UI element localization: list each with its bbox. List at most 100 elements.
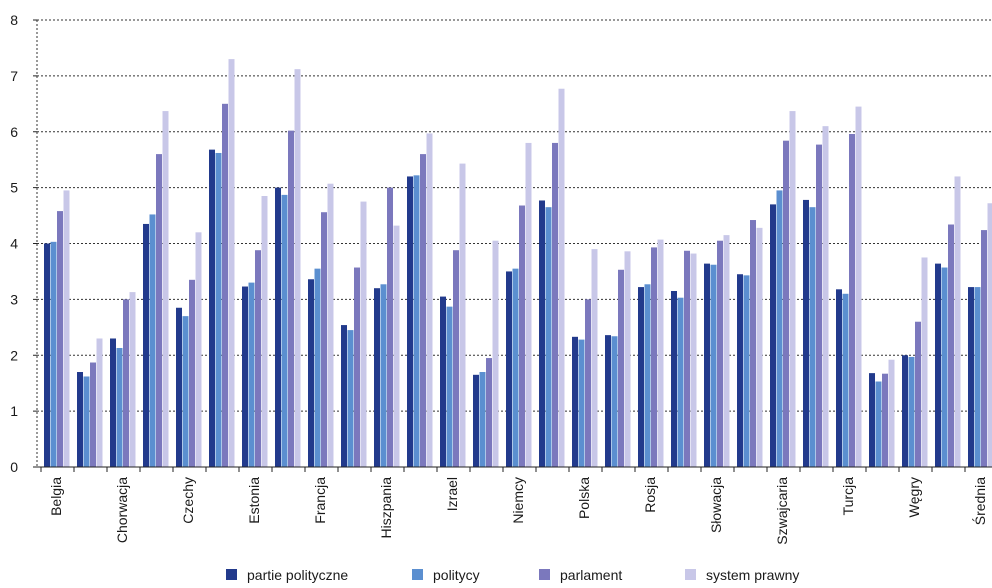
bar	[849, 133, 855, 468]
legend-label: parlament	[560, 567, 622, 583]
bar	[57, 211, 63, 467]
bar	[156, 154, 162, 467]
bar	[572, 336, 578, 467]
bar	[347, 330, 354, 467]
bar	[882, 373, 888, 467]
bar	[222, 103, 228, 467]
bar	[776, 190, 783, 467]
bar	[921, 257, 928, 467]
y-tick-label: 8	[10, 12, 18, 28]
bar	[182, 316, 189, 467]
bar	[407, 176, 413, 467]
bar	[261, 196, 268, 467]
bar	[413, 175, 420, 467]
bar	[374, 288, 380, 467]
bar	[836, 289, 842, 467]
bar	[723, 235, 730, 467]
bar	[492, 240, 499, 467]
bar	[605, 335, 611, 467]
bar	[585, 299, 591, 467]
category-label: Niemcy	[510, 477, 526, 524]
bar	[869, 373, 875, 467]
bar	[704, 263, 710, 467]
category-label: Czechy	[180, 477, 196, 524]
bar	[552, 142, 558, 468]
bar	[387, 187, 393, 467]
bar	[512, 268, 519, 467]
y-tick-label: 1	[10, 403, 18, 419]
bar	[426, 133, 433, 467]
bar	[63, 190, 70, 467]
bar	[618, 269, 624, 467]
bar	[539, 200, 545, 467]
bar	[816, 144, 822, 467]
y-tick-label: 4	[10, 236, 18, 252]
category-label: Słowacja	[708, 477, 724, 533]
bar	[228, 59, 235, 468]
bar	[195, 232, 202, 467]
bar	[479, 372, 486, 467]
bar	[578, 339, 585, 467]
bars	[44, 59, 992, 468]
bar	[948, 224, 954, 467]
bar	[690, 253, 697, 467]
bar	[459, 163, 466, 467]
legend-label: partie polityczne	[247, 567, 348, 583]
bar	[519, 205, 525, 467]
bar	[281, 194, 288, 468]
y-tick-label: 7	[10, 68, 18, 84]
bar	[657, 239, 664, 467]
bar	[288, 130, 294, 467]
bar	[189, 279, 195, 467]
bar	[770, 204, 776, 467]
bar	[380, 284, 387, 467]
bar	[110, 338, 116, 467]
bar	[294, 69, 301, 468]
bar	[129, 292, 136, 467]
bar	[354, 267, 360, 467]
legend-swatch	[685, 569, 696, 580]
bar	[275, 187, 281, 467]
y-tick-label: 0	[10, 459, 18, 475]
category-label: Rosja	[642, 477, 658, 513]
bar	[908, 356, 915, 467]
bar	[321, 212, 327, 467]
bar	[842, 293, 849, 467]
bar	[644, 284, 651, 467]
bar	[393, 225, 400, 467]
bar	[809, 207, 816, 467]
x-axis-labels: Belgia Chorwacja Czechy Estonia Francja Hiszp…	[48, 477, 988, 545]
y-tick-label: 6	[10, 124, 18, 140]
bar	[83, 376, 90, 467]
category-label: Węgry	[906, 477, 922, 517]
bar	[968, 287, 974, 467]
bar	[638, 287, 644, 467]
bar	[440, 296, 446, 467]
legend: partie polityczne politycy parlament system…	[226, 567, 799, 583]
bar	[50, 241, 57, 467]
bar	[453, 250, 459, 467]
bar	[255, 250, 261, 467]
bar	[525, 142, 532, 468]
bar	[90, 362, 96, 467]
bar	[545, 207, 552, 467]
bar	[915, 321, 921, 467]
bar	[248, 282, 255, 467]
y-tick-label: 3	[10, 291, 18, 307]
category-label: Estonia	[246, 477, 262, 524]
legend-swatch	[412, 569, 423, 580]
bar	[611, 336, 618, 467]
bar	[987, 203, 992, 467]
bar	[473, 374, 479, 467]
category-label: Hiszpania	[378, 477, 394, 539]
bar	[803, 199, 809, 468]
bar	[875, 381, 882, 467]
bar	[677, 297, 684, 467]
category-label: Turcja	[840, 477, 856, 516]
bar	[558, 88, 565, 467]
category-label: Szwajcaria	[774, 477, 790, 545]
bar	[143, 223, 149, 467]
bar	[756, 227, 763, 467]
legend-swatch	[226, 569, 237, 580]
bar	[308, 279, 314, 467]
